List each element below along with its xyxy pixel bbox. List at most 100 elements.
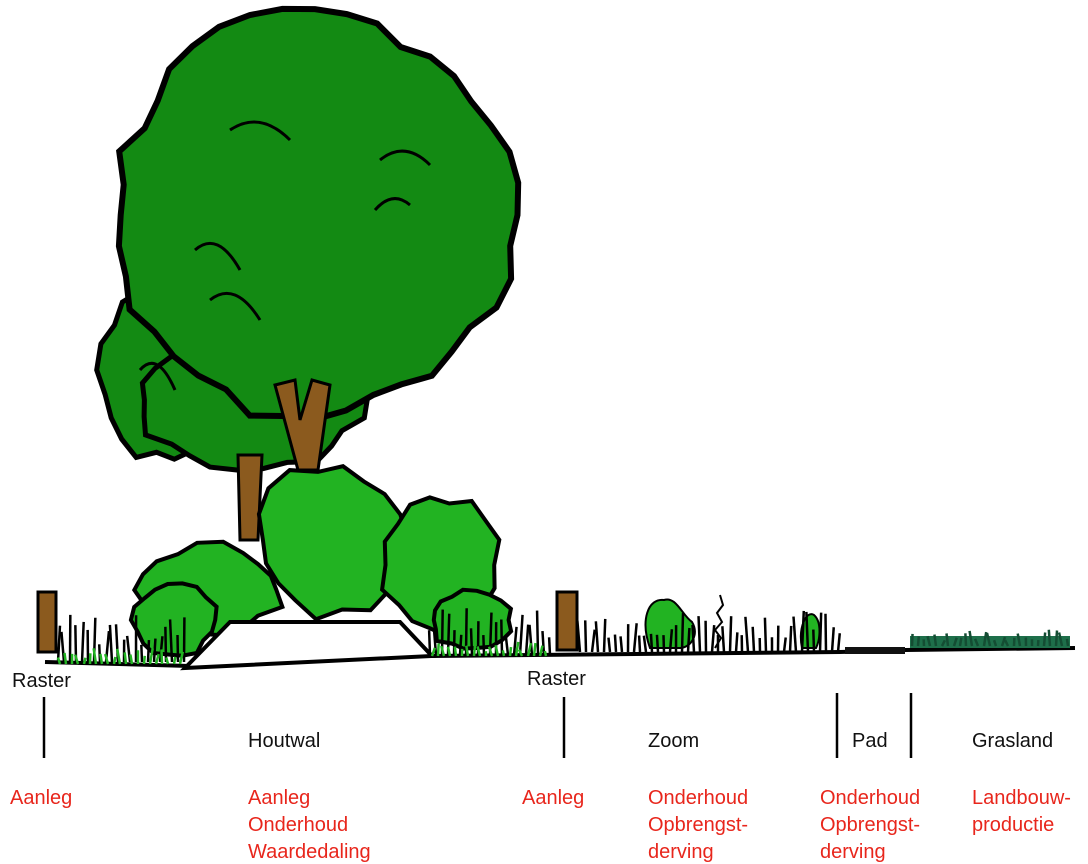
zone-label: Pad	[852, 730, 888, 752]
grass	[84, 658, 85, 664]
grass	[61, 632, 64, 662]
grass	[604, 619, 605, 652]
grass	[156, 654, 159, 664]
grass	[534, 643, 536, 656]
grass	[730, 616, 731, 652]
grass	[693, 625, 694, 652]
grass	[960, 638, 961, 646]
grass	[912, 634, 913, 646]
cost-label: Opbrengst-	[820, 814, 920, 836]
grass	[166, 657, 168, 664]
grass	[483, 635, 484, 655]
grass	[165, 627, 166, 662]
grass	[58, 626, 60, 662]
zone-label: Raster	[12, 670, 71, 692]
grass	[596, 621, 598, 652]
cost-label: derving	[820, 841, 886, 863]
mound	[185, 622, 432, 668]
grass	[946, 633, 948, 646]
cost-label: Onderhoud	[820, 787, 920, 809]
grass	[832, 627, 834, 652]
grass	[644, 636, 646, 652]
grass	[651, 634, 652, 652]
grass	[154, 639, 155, 662]
grass	[965, 633, 966, 646]
grass	[110, 625, 112, 662]
grass	[127, 636, 130, 662]
grass	[506, 636, 508, 655]
grass	[1044, 632, 1045, 646]
cost-label: productie	[972, 814, 1054, 836]
grass	[765, 618, 766, 652]
grass	[806, 612, 808, 652]
grass	[537, 611, 538, 655]
grass	[82, 622, 84, 662]
grass	[174, 657, 175, 664]
grass	[688, 628, 689, 652]
grass	[608, 638, 610, 652]
grass	[148, 640, 149, 662]
cost-label: Onderhoud	[648, 787, 748, 809]
grass	[918, 637, 919, 646]
zone-label: Raster	[527, 668, 586, 690]
cost-label: Aanleg	[522, 787, 584, 809]
cost-label: Aanleg	[248, 787, 310, 809]
grass	[639, 635, 640, 652]
grass	[615, 635, 616, 652]
grass	[429, 630, 430, 655]
grass	[466, 646, 468, 656]
fence-post	[38, 592, 56, 652]
grass	[784, 638, 786, 652]
cost-label: Landbouw-	[972, 787, 1071, 809]
grass	[745, 617, 748, 652]
cost-label: Waardedaling	[248, 841, 371, 863]
grass	[1049, 630, 1050, 646]
cost-label: Onderhoud	[248, 814, 348, 836]
grass	[621, 636, 622, 652]
zone-label: Grasland	[972, 730, 1053, 752]
path-surface	[845, 647, 905, 654]
grass	[592, 630, 595, 652]
grass	[634, 623, 637, 652]
grass	[526, 625, 528, 655]
grass	[549, 637, 550, 655]
grass	[753, 627, 754, 652]
illustration	[38, 9, 1075, 668]
grass	[125, 652, 126, 664]
grass	[545, 651, 546, 656]
grass	[934, 635, 936, 646]
grass	[130, 655, 132, 664]
grass	[65, 653, 66, 664]
grass	[99, 644, 100, 662]
grass	[838, 633, 840, 652]
tree-crown	[119, 9, 518, 419]
grass	[141, 645, 142, 662]
grass	[501, 619, 502, 655]
grass	[100, 654, 102, 664]
grass	[663, 635, 664, 652]
grass	[455, 647, 456, 656]
grass	[657, 635, 658, 652]
grass	[736, 632, 737, 652]
grass	[144, 656, 145, 664]
grass	[520, 615, 523, 655]
grass	[474, 646, 475, 656]
cost-label: Aanleg	[10, 787, 72, 809]
zone-label: Houtwal	[248, 730, 320, 752]
grass	[471, 628, 472, 655]
grass	[794, 617, 796, 652]
grass	[585, 620, 586, 652]
grass	[825, 614, 826, 652]
grass	[114, 657, 115, 664]
trunk	[238, 455, 262, 540]
cost-label: derving	[648, 841, 714, 863]
grass	[790, 626, 791, 652]
zone-label: Zoom	[648, 730, 699, 752]
grass	[699, 616, 700, 652]
grass	[820, 613, 821, 652]
grass	[510, 647, 511, 656]
grass	[1067, 639, 1068, 646]
grass	[682, 613, 683, 652]
cost-label: Opbrengst-	[648, 814, 748, 836]
fence-post	[557, 592, 577, 650]
